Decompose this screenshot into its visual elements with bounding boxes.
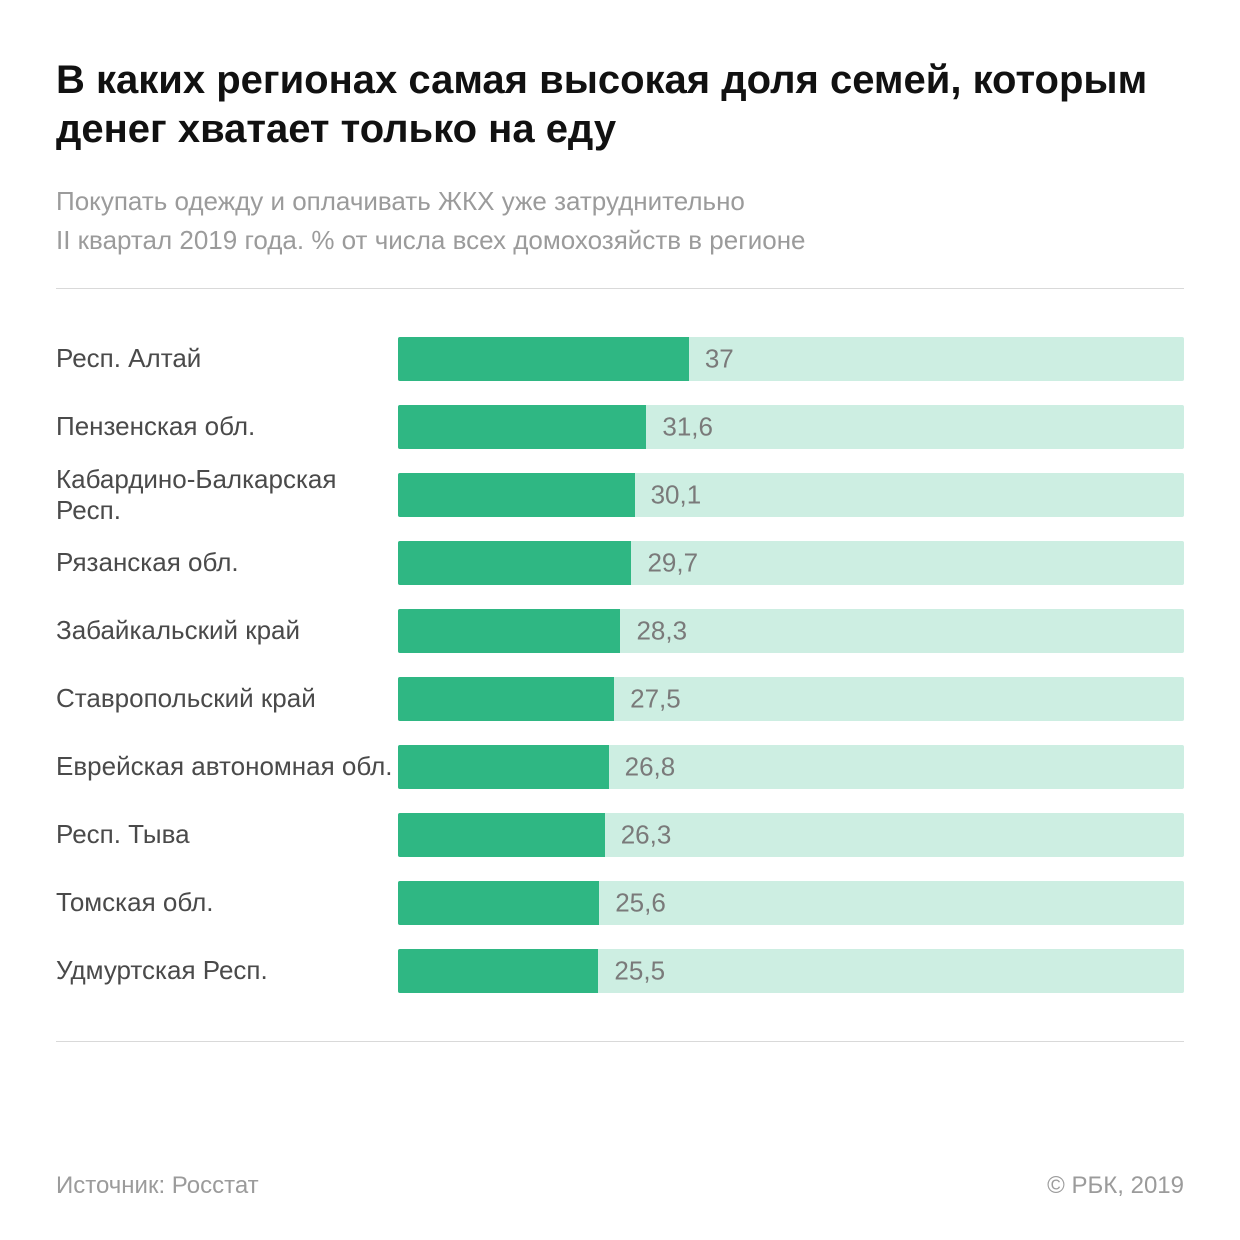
bar-chart: Респ. Алтай 37 Пензенская обл. 31,6 Кабардин… <box>56 337 1184 993</box>
chart-title: В каких регионах самая высокая доля семе… <box>56 56 1184 154</box>
bar-value: 26,3 <box>621 819 672 850</box>
bar-value: 25,5 <box>614 955 665 986</box>
bar-fill <box>398 609 620 653</box>
bar-label: Респ. Тыва <box>56 819 398 850</box>
bar-row: Рязанская обл. 29,7 <box>56 541 1184 585</box>
bar-fill <box>398 745 609 789</box>
bar-label: Удмуртская Респ. <box>56 955 398 986</box>
bar-label: Ставропольский край <box>56 683 398 714</box>
subtitle-line-2: II квартал 2019 года. % от числа всех до… <box>56 221 1184 260</box>
bar-track: 28,3 <box>398 609 1184 653</box>
bar-fill <box>398 677 614 721</box>
bar-track: 31,6 <box>398 405 1184 449</box>
bar-row: Респ. Тыва 26,3 <box>56 813 1184 857</box>
bar-value: 28,3 <box>636 615 687 646</box>
bar-fill <box>398 405 646 449</box>
bar-row: Ставропольский край 27,5 <box>56 677 1184 721</box>
bar-track: 37 <box>398 337 1184 381</box>
bar-row: Респ. Алтай 37 <box>56 337 1184 381</box>
bar-label: Забайкальский край <box>56 615 398 646</box>
bar-fill <box>398 949 598 993</box>
chart-subtitle: Покупать одежду и оплачивать ЖКХ уже зат… <box>56 182 1184 260</box>
bar-label: Кабардино-Балкарская Респ. <box>56 464 398 526</box>
bar-value: 29,7 <box>647 547 698 578</box>
bar-label: Рязанская обл. <box>56 547 398 578</box>
source-text: Источник: Росстат <box>56 1172 259 1200</box>
bar-row: Забайкальский край 28,3 <box>56 609 1184 653</box>
bar-fill <box>398 337 689 381</box>
bar-track: 25,5 <box>398 949 1184 993</box>
bottom-divider <box>56 1041 1184 1042</box>
bar-track: 29,7 <box>398 541 1184 585</box>
bar-row: Пензенская обл. 31,6 <box>56 405 1184 449</box>
bar-row: Удмуртская Респ. 25,5 <box>56 949 1184 993</box>
bar-track: 25,6 <box>398 881 1184 925</box>
bar-value: 31,6 <box>662 411 713 442</box>
bar-row: Томская обл. 25,6 <box>56 881 1184 925</box>
bar-value: 30,1 <box>651 479 702 510</box>
top-divider <box>56 288 1184 289</box>
bar-fill <box>398 881 599 925</box>
copyright-text: © РБК, 2019 <box>1047 1172 1184 1200</box>
bar-track: 26,3 <box>398 813 1184 857</box>
bar-fill <box>398 473 635 517</box>
bar-label: Томская обл. <box>56 887 398 918</box>
bar-value: 26,8 <box>625 751 676 782</box>
bar-label: Респ. Алтай <box>56 343 398 374</box>
bar-fill <box>398 813 605 857</box>
bar-label: Пензенская обл. <box>56 411 398 442</box>
bar-track: 26,8 <box>398 745 1184 789</box>
bar-label: Еврейская автономная обл. <box>56 751 398 782</box>
bar-track: 27,5 <box>398 677 1184 721</box>
bar-row: Кабардино-Балкарская Респ.30,1 <box>56 473 1184 517</box>
bar-value: 27,5 <box>630 683 681 714</box>
bar-fill <box>398 541 631 585</box>
chart-footer: Источник: Росстат © РБК, 2019 <box>56 1144 1184 1200</box>
subtitle-line-1: Покупать одежду и оплачивать ЖКХ уже зат… <box>56 182 1184 221</box>
bar-row: Еврейская автономная обл. 26,8 <box>56 745 1184 789</box>
bar-value: 25,6 <box>615 887 666 918</box>
bar-value: 37 <box>705 343 734 374</box>
bar-track: 30,1 <box>398 473 1184 517</box>
